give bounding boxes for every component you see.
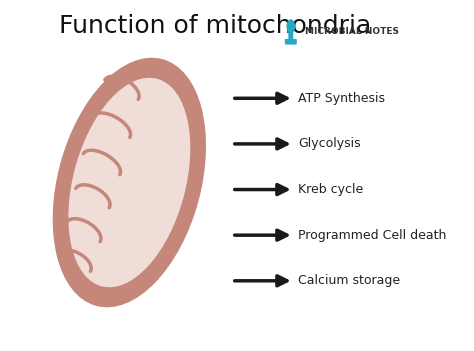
FancyBboxPatch shape	[285, 39, 297, 45]
FancyBboxPatch shape	[288, 29, 293, 39]
Text: Glycolysis: Glycolysis	[298, 137, 360, 151]
Ellipse shape	[286, 19, 295, 33]
Text: Programmed Cell death: Programmed Cell death	[298, 229, 446, 242]
Text: MICROBIAL NOTES: MICROBIAL NOTES	[305, 27, 399, 36]
Text: Function of mitochondria: Function of mitochondria	[59, 14, 372, 38]
Text: ATP Synthesis: ATP Synthesis	[298, 92, 385, 105]
Ellipse shape	[68, 78, 190, 287]
Text: Calcium storage: Calcium storage	[298, 274, 400, 287]
Ellipse shape	[54, 59, 205, 306]
Text: Kreb cycle: Kreb cycle	[298, 183, 363, 196]
